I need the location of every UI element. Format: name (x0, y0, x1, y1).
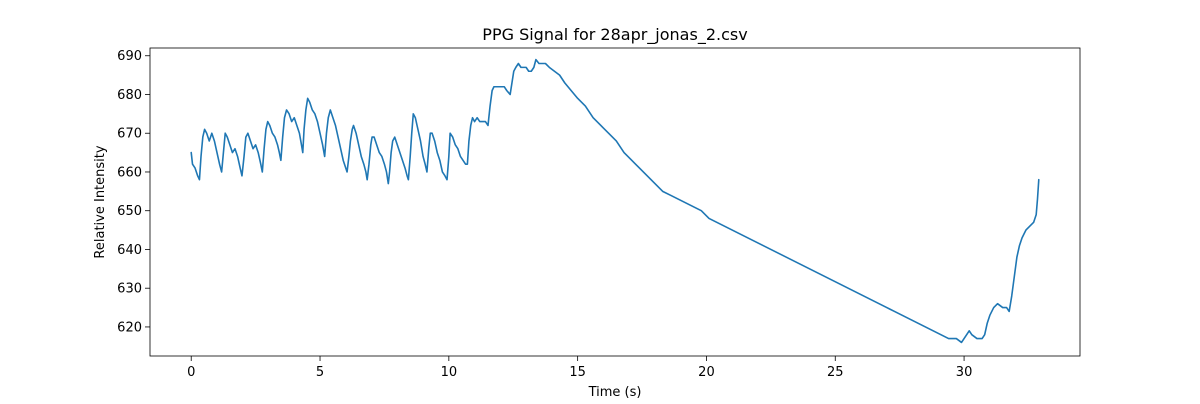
y-tick-label: 690 (117, 49, 142, 64)
y-tick-label: 640 (117, 243, 142, 258)
plot-clip-group (190, 58, 1040, 344)
x-tick-label: 5 (316, 365, 324, 380)
x-axis-ticks: 0 5 10 15 20 25 30 (187, 356, 972, 380)
y-tick-label: 680 (117, 88, 142, 103)
x-tick-label: 15 (569, 365, 586, 380)
x-tick-label: 25 (827, 365, 844, 380)
x-axis-label: Time (s) (588, 385, 642, 400)
y-tick-label: 650 (117, 204, 142, 219)
plot-area-frame (149, 47, 1081, 357)
x-tick-label: 10 (441, 365, 458, 380)
y-axis-label: Relative Intensity (93, 145, 108, 258)
x-tick-label: 30 (956, 365, 973, 380)
x-tick-label: 0 (187, 365, 195, 380)
y-tick-label: 660 (117, 165, 142, 180)
y-axis-ticks: 620 630 640 650 660 670 680 690 (117, 49, 150, 335)
chart-title: PPG Signal for 28apr_jonas_2.csv (482, 25, 747, 45)
y-tick-label: 670 (117, 127, 142, 142)
y-tick-label: 620 (117, 320, 142, 335)
y-tick-label: 630 (117, 282, 142, 297)
x-tick-label: 20 (698, 365, 715, 380)
ppg-signal-series-line (190, 58, 1040, 344)
